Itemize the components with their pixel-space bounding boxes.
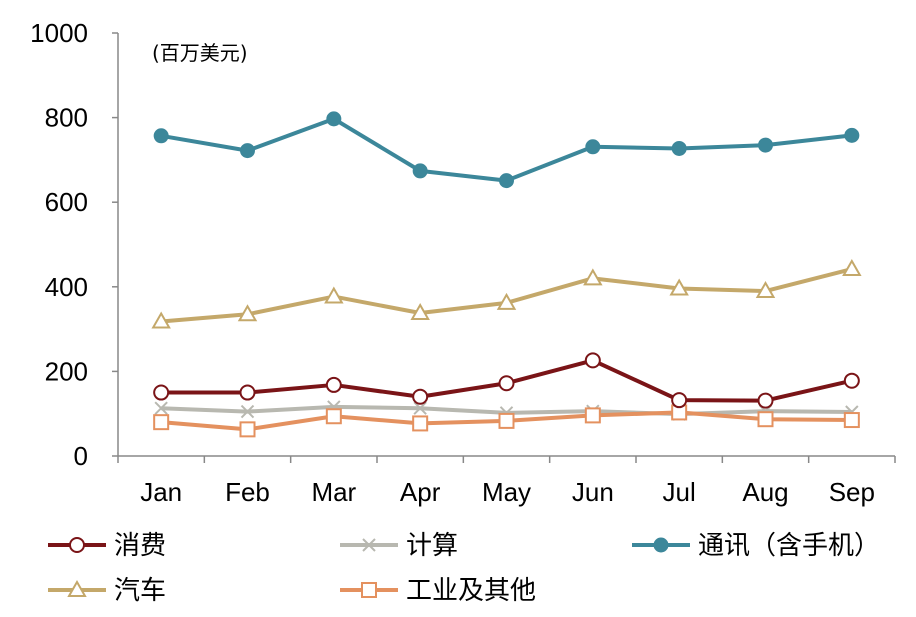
data-point	[151, 311, 171, 329]
x-tick-label: Jan	[140, 477, 182, 507]
legend-label: 工业及其他	[406, 576, 536, 606]
data-point	[669, 278, 689, 296]
x-tick-label: Sep	[829, 477, 875, 507]
data-point	[324, 286, 344, 304]
series-0	[153, 352, 860, 409]
legend-marker	[653, 537, 669, 553]
y-tick-label: 400	[45, 272, 88, 302]
series-3	[151, 259, 862, 329]
legend-item: 工业及其他	[340, 576, 536, 606]
data-point	[240, 143, 255, 159]
data-point	[499, 173, 514, 189]
data-point	[498, 412, 515, 429]
legend-item: 通讯（含手机）	[632, 531, 880, 561]
data-point	[153, 414, 170, 431]
legend-item: 汽车	[48, 576, 166, 606]
y-tick-label: 800	[45, 103, 88, 133]
y-tick-label: 600	[45, 187, 88, 217]
data-point	[584, 407, 601, 424]
data-point	[410, 303, 430, 321]
x-tick-label: Aug	[742, 477, 788, 507]
data-point	[583, 268, 603, 286]
data-point	[844, 127, 860, 143]
data-point	[325, 408, 342, 425]
y-tick-label: 1000	[30, 18, 88, 48]
legend-label: 消费	[114, 531, 166, 561]
x-tick-label: May	[482, 477, 531, 507]
data-point	[412, 163, 428, 179]
x-tick-label: Apr	[400, 477, 441, 507]
series-2	[153, 111, 860, 189]
series-4	[153, 404, 860, 438]
legend-marker	[67, 579, 87, 597]
data-point	[412, 388, 429, 405]
legend-item: 消费	[48, 531, 166, 561]
data-point	[153, 128, 169, 144]
data-point	[757, 392, 774, 409]
x-tick-label: Jun	[572, 477, 614, 507]
legend-marker	[362, 538, 376, 552]
data-point	[237, 304, 258, 322]
data-point	[843, 372, 860, 389]
data-point	[413, 401, 427, 415]
data-point	[325, 376, 342, 393]
data-point	[498, 375, 515, 392]
data-point	[239, 384, 256, 401]
data-point	[584, 352, 601, 369]
data-point	[412, 415, 429, 432]
x-tick-label: Feb	[225, 477, 270, 507]
x-tick-label: Mar	[311, 477, 356, 507]
legend-marker	[361, 582, 377, 598]
data-point	[240, 404, 255, 419]
data-point	[758, 137, 773, 153]
data-point	[326, 111, 342, 127]
data-point	[239, 421, 256, 438]
y-tick-label: 200	[45, 356, 88, 386]
data-point	[585, 139, 601, 155]
legend-label: 计算	[406, 531, 458, 561]
data-point	[496, 292, 517, 310]
data-point	[671, 140, 687, 156]
data-point	[842, 259, 862, 277]
data-point	[843, 412, 860, 429]
data-point	[671, 392, 688, 409]
x-tick-label: Jul	[663, 477, 696, 507]
data-point	[154, 401, 168, 415]
series-line	[160, 116, 853, 183]
data-point	[153, 384, 170, 401]
data-point	[757, 411, 774, 428]
y-tick-label: 0	[74, 441, 88, 471]
legend-label: 汽车	[114, 576, 166, 606]
legend-label: 通讯（含手机）	[698, 531, 880, 561]
legend-marker	[69, 537, 85, 553]
legend-item: 计算	[340, 531, 458, 561]
data-point	[755, 281, 776, 299]
unit-label: (百万美元)	[152, 41, 248, 65]
